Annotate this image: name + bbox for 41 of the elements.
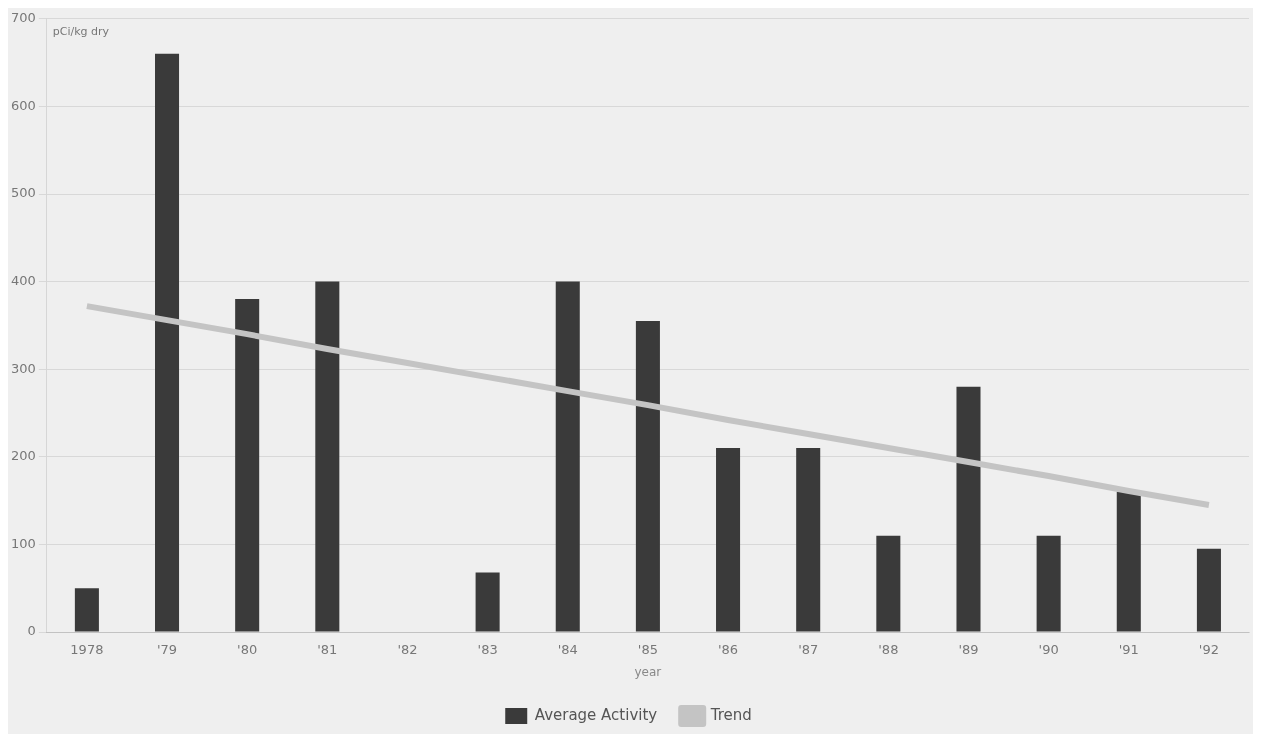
bar (235, 299, 260, 632)
y-tick-label: 600 (10, 97, 36, 113)
bar (555, 281, 580, 632)
bar (716, 448, 741, 632)
x-tick-label: '83 (477, 642, 498, 658)
x-tick-label: '79 (156, 642, 178, 658)
x-tick-label: 1978 (70, 642, 104, 658)
bar (475, 572, 500, 632)
y-tick-label: 300 (10, 360, 36, 376)
bar (1196, 548, 1221, 632)
y-axis-title: pCi/kg dry (52, 25, 110, 39)
y-tick-label: 400 (10, 272, 36, 288)
bar (155, 53, 180, 632)
bar (1116, 491, 1141, 632)
x-tick-label: '90 (1038, 642, 1059, 658)
bar (796, 448, 821, 632)
x-tick-label: '88 (878, 642, 899, 658)
bar (956, 386, 981, 632)
x-tick-label: '82 (397, 642, 418, 658)
x-tick-label: '87 (798, 642, 819, 658)
x-tick-label: '81 (317, 642, 338, 658)
y-tick-label: 700 (10, 10, 36, 26)
x-tick-label: '85 (637, 642, 658, 658)
bar (635, 321, 660, 632)
x-tick-label: '92 (1198, 642, 1219, 658)
bar (74, 588, 99, 632)
legend-label: Average Activity (534, 705, 658, 724)
x-tick-label: '84 (557, 642, 578, 658)
bar (315, 281, 340, 632)
y-tick-label: 200 (10, 448, 36, 464)
x-axis-title: year (634, 664, 662, 679)
x-tick-label: '86 (717, 642, 739, 658)
legend-label: Trend (709, 705, 752, 724)
y-tick-label: 500 (10, 185, 36, 201)
x-tick-label: '91 (1118, 642, 1139, 658)
bar (1036, 535, 1061, 632)
y-tick-label: 100 (10, 535, 36, 551)
x-tick-label: '89 (958, 642, 979, 658)
y-tick-label: 0 (27, 623, 36, 639)
x-tick-label: '80 (237, 642, 258, 658)
bar (876, 535, 901, 632)
